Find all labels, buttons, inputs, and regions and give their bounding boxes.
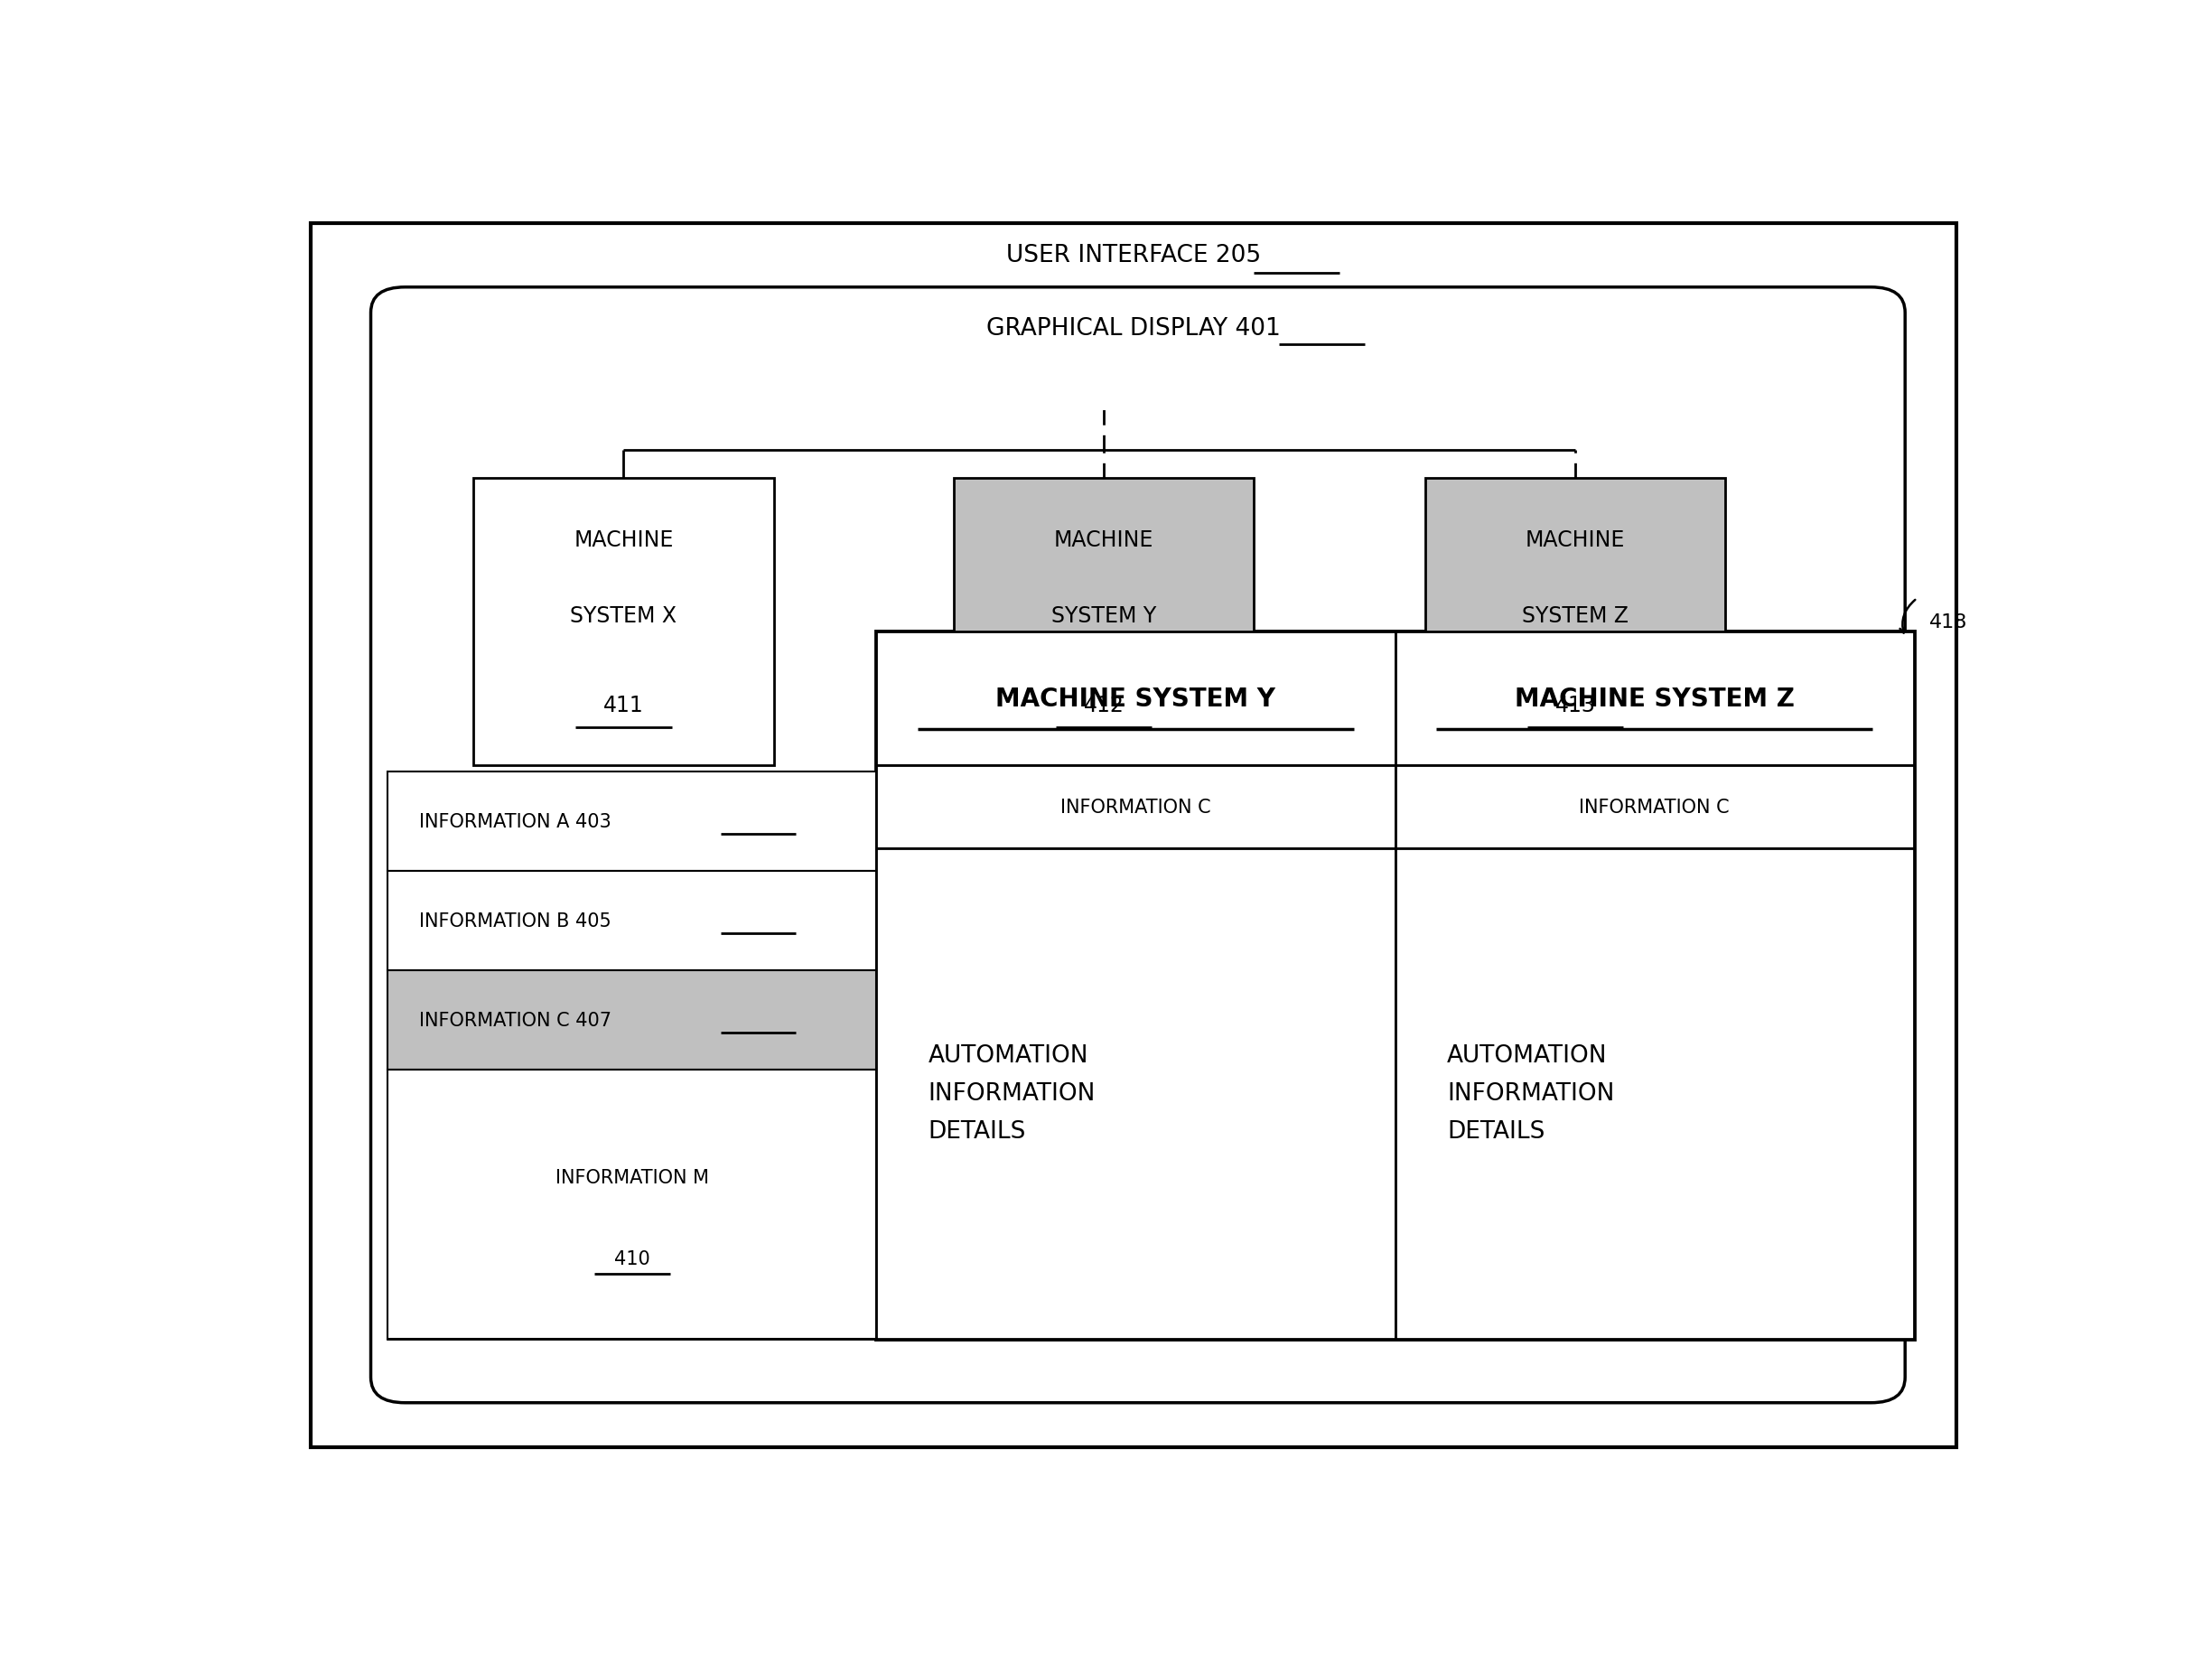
Text: 413: 413 (1555, 695, 1595, 717)
Text: USER INTERFACE 205: USER INTERFACE 205 (1006, 245, 1261, 268)
Bar (387, 871, 876, 970)
Text: INFORMATION C: INFORMATION C (1060, 798, 1210, 816)
Bar (387, 771, 876, 1339)
Text: MACHINE: MACHINE (573, 528, 672, 551)
Bar (1396, 632, 1913, 766)
Text: INFORMATION B 405: INFORMATION B 405 (418, 912, 611, 930)
Bar (387, 771, 876, 871)
Text: GRAPHICAL DISPLAY 401: GRAPHICAL DISPLAY 401 (987, 316, 1281, 341)
Bar (387, 970, 876, 1069)
FancyBboxPatch shape (372, 288, 1905, 1403)
Bar (387, 1069, 876, 1339)
Text: INFORMATION A 403: INFORMATION A 403 (418, 813, 611, 831)
Text: MACHINE: MACHINE (1526, 528, 1626, 551)
Text: AUTOMATION
INFORMATION
DETAILS: AUTOMATION INFORMATION DETAILS (929, 1044, 1095, 1144)
Bar (876, 766, 1396, 849)
Bar (1425, 478, 1725, 766)
Text: SYSTEM Z: SYSTEM Z (1522, 606, 1628, 627)
Text: MACHINE: MACHINE (1053, 528, 1152, 551)
Bar (1396, 849, 1913, 1339)
Text: 418: 418 (1929, 612, 1966, 631)
Bar (953, 478, 1254, 766)
Text: MACHINE SYSTEM Z: MACHINE SYSTEM Z (1515, 687, 1794, 712)
Bar (876, 632, 1396, 766)
Text: 411: 411 (604, 695, 644, 717)
Text: 412: 412 (1084, 695, 1124, 717)
Text: 410: 410 (615, 1250, 650, 1268)
Text: MACHINE SYSTEM Y: MACHINE SYSTEM Y (995, 687, 1276, 712)
Text: INFORMATION C: INFORMATION C (1579, 798, 1730, 816)
Text: SYSTEM Y: SYSTEM Y (1051, 606, 1157, 627)
Text: INFORMATION C 407: INFORMATION C 407 (418, 1011, 611, 1029)
Bar (1396, 766, 1913, 849)
Bar (876, 849, 1396, 1339)
Bar (876, 632, 1913, 1339)
Text: AUTOMATION
INFORMATION
DETAILS: AUTOMATION INFORMATION DETAILS (1447, 1044, 1615, 1144)
Text: INFORMATION M: INFORMATION M (555, 1168, 710, 1187)
Bar (473, 478, 774, 766)
Text: SYSTEM X: SYSTEM X (571, 606, 677, 627)
